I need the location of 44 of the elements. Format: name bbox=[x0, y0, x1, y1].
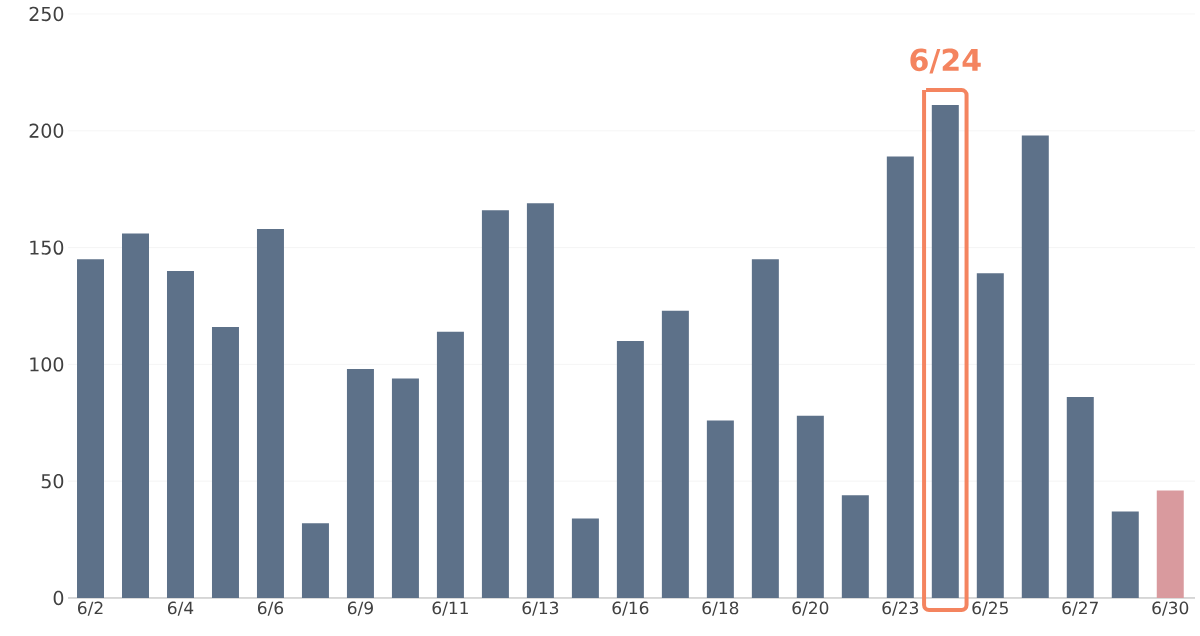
y-tick-label: 200 bbox=[29, 123, 64, 138]
bar bbox=[211, 327, 239, 598]
y-tick-label: 250 bbox=[29, 6, 64, 22]
bar bbox=[1156, 490, 1184, 598]
bar bbox=[841, 495, 869, 598]
bar bbox=[976, 273, 1004, 598]
bar bbox=[1021, 135, 1049, 598]
x-tick-label: 6/20 bbox=[792, 601, 829, 616]
bar bbox=[571, 518, 599, 598]
bar bbox=[346, 369, 374, 598]
x-tick-label: 6/13 bbox=[522, 601, 559, 616]
bar bbox=[661, 310, 689, 598]
bar bbox=[481, 210, 509, 598]
x-tick-label: 6/9 bbox=[347, 601, 373, 616]
x-tick-label: 6/2 bbox=[78, 601, 103, 616]
x-tick-label: 6/25 bbox=[972, 601, 1008, 616]
bar bbox=[1111, 511, 1139, 598]
bar bbox=[616, 341, 644, 598]
x-tick-label: 6/16 bbox=[612, 601, 649, 616]
bar bbox=[436, 331, 464, 598]
y-tick-label: 150 bbox=[30, 240, 64, 255]
x-tick-label: 6/30 bbox=[1152, 601, 1189, 616]
bar bbox=[751, 259, 779, 598]
x-tick-label: 6/11 bbox=[432, 601, 468, 616]
bar bbox=[77, 259, 104, 598]
bar bbox=[1066, 397, 1094, 598]
y-tick-label: 50 bbox=[41, 473, 64, 489]
y-tick-label: 100 bbox=[30, 357, 64, 372]
bar bbox=[886, 156, 914, 598]
bar bbox=[796, 415, 824, 598]
x-tick-label: 6/6 bbox=[257, 601, 284, 616]
x-tick-label: 6/27 bbox=[1062, 601, 1098, 616]
annotation: 6/24 bbox=[910, 48, 981, 74]
x-tick-label: 6/4 bbox=[167, 601, 194, 616]
bar bbox=[122, 233, 149, 598]
bar bbox=[256, 228, 284, 598]
bar bbox=[166, 270, 194, 598]
bar bbox=[391, 378, 419, 598]
y-tick-label: 0 bbox=[53, 590, 64, 606]
bar bbox=[301, 523, 329, 598]
x-tick-label: 6/23 bbox=[882, 601, 919, 616]
x-tick-label: 6/18 bbox=[702, 601, 739, 616]
bar bbox=[706, 420, 734, 598]
bar bbox=[526, 203, 554, 598]
